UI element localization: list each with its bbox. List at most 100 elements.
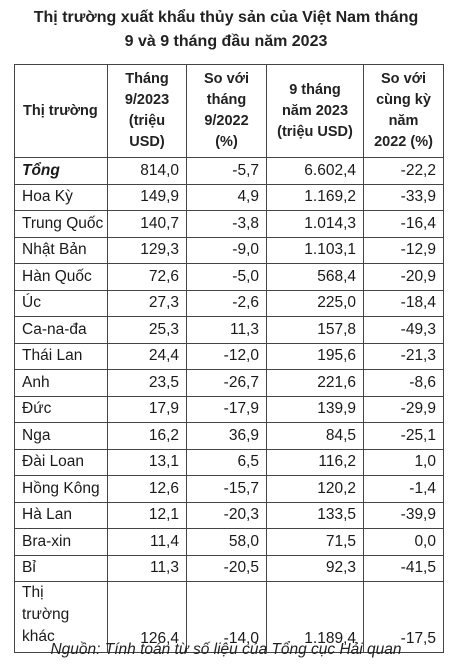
- sep-2023-cell: 126,4: [107, 581, 187, 653]
- vs-sep-2022-cell: 6,5: [186, 448, 267, 476]
- vs-sep-2022-cell: -20,3: [186, 501, 267, 529]
- sep-2023-cell: 12,6: [107, 475, 187, 503]
- vs-sep-2022-cell: -2,6: [186, 289, 267, 317]
- sep-2023-cell: 16,2: [107, 422, 187, 450]
- vs-sep-2022-cell: 58,0: [186, 528, 267, 556]
- market-cell: Tổng: [14, 157, 108, 185]
- table-row-total: Tổng 814,0 -5,7 6.602,4 -22,2: [14, 157, 444, 185]
- vs-sep-2022-cell: -5,7: [186, 157, 267, 185]
- table-row: Bra-xin 11,4 58,0 71,5 0,0: [14, 528, 444, 556]
- table-row: Hà Lan 12,1 -20,3 133,5 -39,9: [14, 501, 444, 529]
- vs-sep-2022-cell: 11,3: [186, 316, 267, 344]
- vs-same-period-cell: -39,9: [363, 501, 444, 529]
- nine-months-cell: 84,5: [266, 422, 364, 450]
- market-cell: Ca-na-đa: [14, 316, 108, 344]
- vs-sep-2022-cell: -12,0: [186, 342, 267, 370]
- vs-sep-2022-cell: -26,7: [186, 369, 267, 397]
- header-vs-sep-2022: So với tháng 9/2022 (%): [186, 64, 267, 158]
- nine-months-cell: 1.014,3: [266, 210, 364, 238]
- table-header-row: Thị trường Tháng 9/2023 (triệu USD) So v…: [14, 64, 444, 158]
- nine-months-cell: 1.103,1: [266, 236, 364, 264]
- market-cell: Thái Lan: [14, 342, 108, 370]
- market-cell: Thị trường khác: [14, 581, 108, 653]
- table-row: Bỉ 11,3 -20,5 92,3 -41,5: [14, 554, 444, 582]
- nine-months-cell: 6.602,4: [266, 157, 364, 185]
- vs-same-period-cell: -49,3: [363, 316, 444, 344]
- sep-2023-cell: 23,5: [107, 369, 187, 397]
- nine-months-cell: 568,4: [266, 263, 364, 291]
- nine-months-cell: 116,2: [266, 448, 364, 476]
- vs-sep-2022-cell: -15,7: [186, 475, 267, 503]
- nine-months-cell: 195,6: [266, 342, 364, 370]
- vs-same-period-cell: 0,0: [363, 528, 444, 556]
- nine-months-cell: 133,5: [266, 501, 364, 529]
- table-row: Hồng Kông 12,6 -15,7 120,2 -1,4: [14, 475, 444, 503]
- source-note: Nguồn: Tính toán từ số liệu của Tổng cục…: [50, 641, 402, 658]
- vs-same-period-cell: -12,9: [363, 236, 444, 264]
- sep-2023-cell: 25,3: [107, 316, 187, 344]
- vs-same-period-cell: -25,1: [363, 422, 444, 450]
- title-line-2: 9 và 9 tháng đầu năm 2023: [124, 33, 328, 50]
- vs-same-period-cell: -22,2: [363, 157, 444, 185]
- vs-same-period-cell: -8,6: [363, 369, 444, 397]
- nine-months-cell: 71,5: [266, 528, 364, 556]
- vs-same-period-cell: -16,4: [363, 210, 444, 238]
- table-row: Thái Lan 24,4 -12,0 195,6 -21,3: [14, 342, 444, 370]
- market-cell: Đức: [14, 395, 108, 423]
- table-row: Trung Quốc 140,7 -3,8 1.014,3 -16,4: [14, 210, 444, 238]
- nine-months-cell: 225,0: [266, 289, 364, 317]
- vs-same-period-cell: -29,9: [363, 395, 444, 423]
- market-cell: Bỉ: [14, 554, 108, 582]
- nine-months-cell: 1.169,2: [266, 183, 364, 211]
- sep-2023-cell: 11,4: [107, 528, 187, 556]
- export-markets-table: Thị trường Tháng 9/2023 (triệu USD) So v…: [14, 64, 444, 653]
- header-nine-months-2023: 9 tháng năm 2023 (triệu USD): [266, 64, 364, 158]
- market-cell: Úc: [14, 289, 108, 317]
- header-vs-same-period-2022: So với cùng kỳ năm 2022 (%): [363, 64, 444, 158]
- sep-2023-cell: 149,9: [107, 183, 187, 211]
- vs-same-period-cell: -41,5: [363, 554, 444, 582]
- table-row: Hoa Kỳ 149,9 4,9 1.169,2 -33,9: [14, 183, 444, 211]
- vs-sep-2022-cell: -5,0: [186, 263, 267, 291]
- table-row: Nga 16,2 36,9 84,5 -25,1: [14, 422, 444, 450]
- table-row: Hàn Quốc 72,6 -5,0 568,4 -20,9: [14, 263, 444, 291]
- sep-2023-cell: 140,7: [107, 210, 187, 238]
- sep-2023-cell: 24,4: [107, 342, 187, 370]
- nine-months-cell: 157,8: [266, 316, 364, 344]
- market-cell: Trung Quốc: [14, 210, 108, 238]
- sep-2023-cell: 129,3: [107, 236, 187, 264]
- title-line-1: Thị trường xuất khẩu thủy sản của Việt N…: [33, 9, 419, 26]
- table-row: Ca-na-đa 25,3 11,3 157,8 -49,3: [14, 316, 444, 344]
- vs-same-period-cell: -20,9: [363, 263, 444, 291]
- market-cell: Anh: [14, 369, 108, 397]
- sep-2023-cell: 12,1: [107, 501, 187, 529]
- vs-sep-2022-cell: -3,8: [186, 210, 267, 238]
- market-cell: Bra-xin: [14, 528, 108, 556]
- vs-same-period-cell: -18,4: [363, 289, 444, 317]
- sep-2023-cell: 11,3: [107, 554, 187, 582]
- sep-2023-cell: 17,9: [107, 395, 187, 423]
- header-sep-2023: Tháng 9/2023 (triệu USD): [107, 64, 187, 158]
- sep-2023-cell: 814,0: [107, 157, 187, 185]
- market-cell: Hà Lan: [14, 501, 108, 529]
- market-cell: Hàn Quốc: [14, 263, 108, 291]
- vs-sep-2022-cell: 4,9: [186, 183, 267, 211]
- table-row: Đức 17,9 -17,9 139,9 -29,9: [14, 395, 444, 423]
- table-row: Thị trường khác 126,4 -14,0 1.189,4 -17,5: [14, 581, 444, 653]
- market-cell: Nhật Bản: [14, 236, 108, 264]
- nine-months-cell: 92,3: [266, 554, 364, 582]
- table-row: Nhật Bản 129,3 -9,0 1.103,1 -12,9: [14, 236, 444, 264]
- vs-same-period-cell: -21,3: [363, 342, 444, 370]
- market-cell: Đài Loan: [14, 448, 108, 476]
- vs-sep-2022-cell: -20,5: [186, 554, 267, 582]
- vs-sep-2022-cell: -17,9: [186, 395, 267, 423]
- market-cell: Hồng Kông: [14, 475, 108, 503]
- sep-2023-cell: 72,6: [107, 263, 187, 291]
- document-title: Thị trường xuất khẩu thủy sản của Việt N…: [0, 6, 452, 54]
- table-body: Tổng 814,0 -5,7 6.602,4 -22,2 Hoa Kỳ 149,9 4,9 1…: [14, 157, 444, 653]
- vs-same-period-cell: -33,9: [363, 183, 444, 211]
- table-row: Anh 23,5 -26,7 221,6 -8,6: [14, 369, 444, 397]
- table-row: Đài Loan 13,1 6,5 116,2 1,0: [14, 448, 444, 476]
- nine-months-cell: 221,6: [266, 369, 364, 397]
- nine-months-cell: 139,9: [266, 395, 364, 423]
